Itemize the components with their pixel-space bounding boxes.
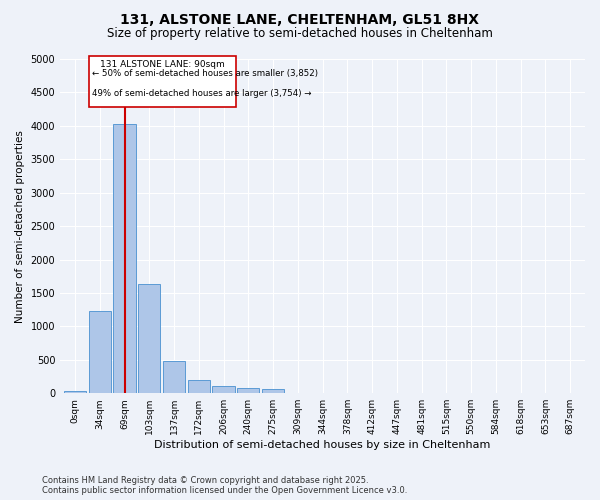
- Bar: [64, 391, 86, 393]
- Text: 49% of semi-detached houses are larger (3,754) →: 49% of semi-detached houses are larger (…: [92, 88, 311, 98]
- X-axis label: Distribution of semi-detached houses by size in Cheltenham: Distribution of semi-detached houses by …: [154, 440, 491, 450]
- FancyBboxPatch shape: [89, 56, 236, 107]
- Bar: [163, 361, 185, 393]
- Bar: [188, 380, 210, 393]
- Bar: [89, 311, 111, 393]
- Bar: [212, 386, 235, 393]
- Bar: [113, 124, 136, 393]
- Bar: [138, 284, 160, 393]
- Text: ← 50% of semi-detached houses are smaller (3,852): ← 50% of semi-detached houses are smalle…: [92, 68, 317, 78]
- Text: 131 ALSTONE LANE: 90sqm: 131 ALSTONE LANE: 90sqm: [100, 60, 224, 68]
- Text: Size of property relative to semi-detached houses in Cheltenham: Size of property relative to semi-detach…: [107, 28, 493, 40]
- Text: Contains HM Land Registry data © Crown copyright and database right 2025.
Contai: Contains HM Land Registry data © Crown c…: [42, 476, 407, 495]
- Bar: [237, 388, 259, 393]
- Text: 131, ALSTONE LANE, CHELTENHAM, GL51 8HX: 131, ALSTONE LANE, CHELTENHAM, GL51 8HX: [121, 12, 479, 26]
- Bar: [262, 389, 284, 393]
- Y-axis label: Number of semi-detached properties: Number of semi-detached properties: [15, 130, 25, 322]
